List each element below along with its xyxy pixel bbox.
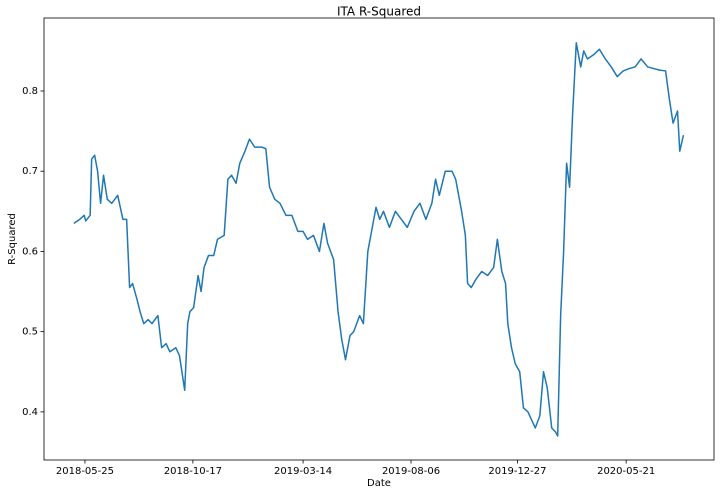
x-tick-label: 2018-05-25 [56, 466, 114, 477]
x-tick-label: 2019-08-06 [382, 466, 440, 477]
x-axis-label: Date [367, 478, 391, 489]
data-line [73, 42, 685, 437]
x-tick-label: 2019-03-14 [274, 466, 332, 477]
chart-title: ITA R-Squared [337, 5, 421, 19]
y-axis-label: R-Squared [7, 213, 18, 265]
x-tick-label: 2020-05-21 [597, 466, 655, 477]
x-tick-label: 2018-10-17 [164, 466, 222, 477]
y-tick-label: 0.7 [22, 166, 38, 177]
axes-frame [43, 17, 715, 461]
y-tick-label: 0.6 [22, 246, 38, 257]
y-tick-label: 0.4 [22, 407, 38, 418]
x-tick-label: 2019-12-27 [488, 466, 546, 477]
y-tick-label: 0.8 [22, 86, 38, 97]
y-tick-label: 0.5 [22, 327, 38, 338]
